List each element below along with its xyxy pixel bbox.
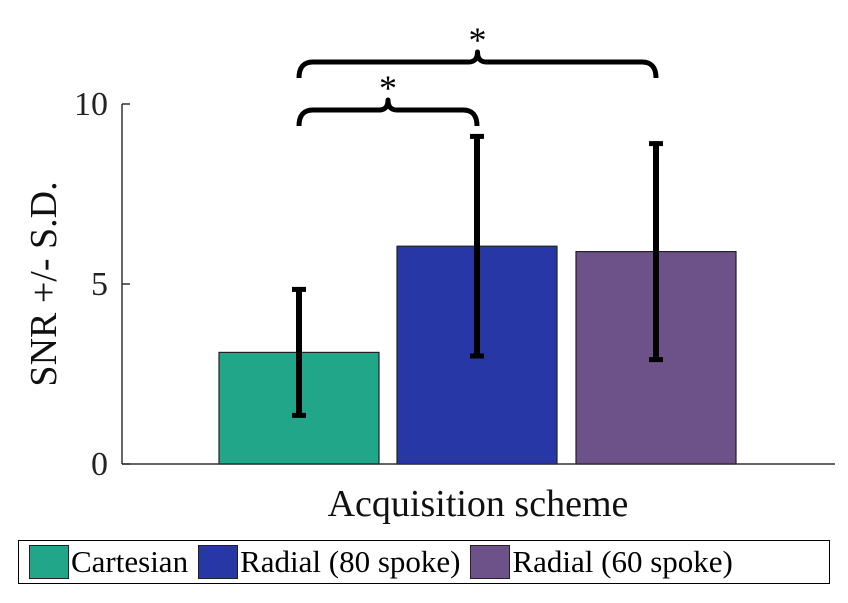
legend-item-radial-80: Radial (80 spoke) [198, 544, 460, 580]
significance-star-1: * [469, 20, 487, 60]
y-axis-label: SNR +/- S.D. [23, 181, 65, 386]
significance-bracket-0 [296, 97, 480, 127]
legend-label-radial-60: Radial (60 spoke) [512, 544, 733, 579]
y-tick-label: 5 [91, 266, 108, 303]
chart-legend: Cartesian Radial (80 spoke) Radial (60 s… [18, 540, 830, 584]
legend-item-radial-60: Radial (60 spoke) [470, 544, 733, 580]
legend-swatch-cartesian [29, 545, 69, 579]
legend-label-cartesian: Cartesian [71, 544, 189, 579]
legend-swatch-radial-60 [470, 545, 511, 579]
error-bars [292, 133, 663, 418]
y-tick-label: 10 [74, 86, 108, 123]
significance-star-0: * [379, 68, 397, 108]
significance-bracket-1 [296, 49, 659, 79]
legend-item-cartesian: Cartesian [29, 544, 188, 580]
legend-label-radial-80: Radial (80 spoke) [240, 544, 461, 579]
bar-chart: 0 5 10 * * SNR +/- S.D. Acquisition scheme [23, 20, 835, 525]
y-tick-label: 0 [91, 446, 108, 483]
legend-swatch-radial-80 [198, 545, 239, 579]
x-axis-label: Acquisition scheme [328, 483, 629, 525]
